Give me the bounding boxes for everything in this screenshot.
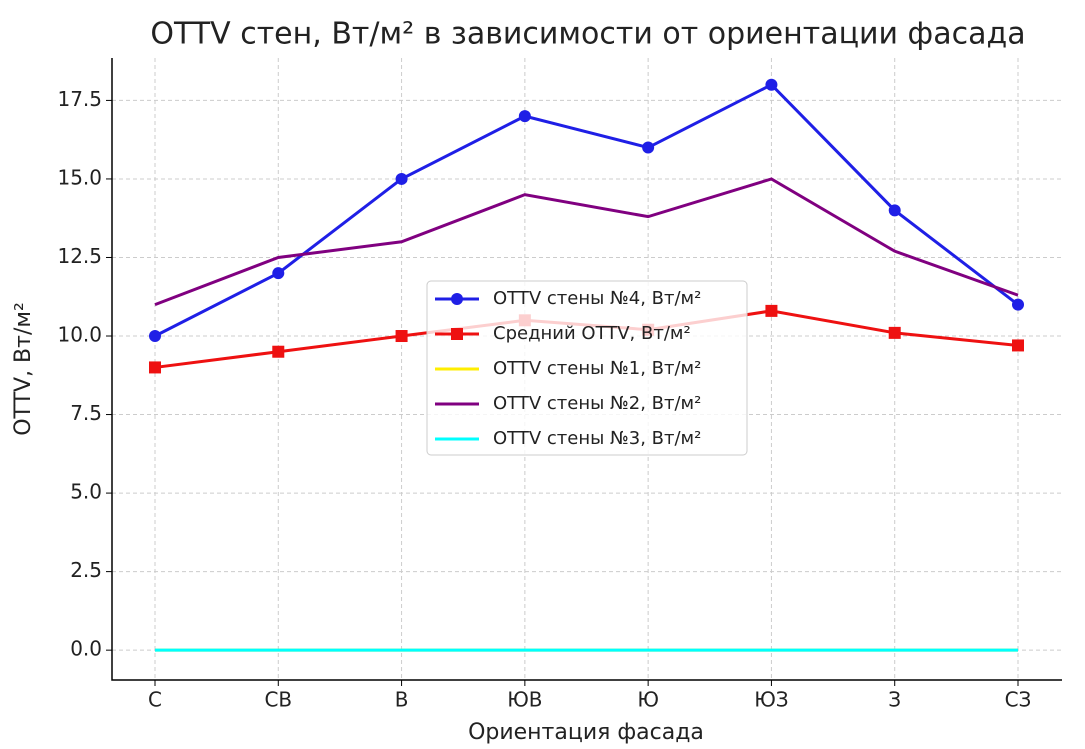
legend-label: OTTV стены №3, Вт/м² — [493, 428, 701, 449]
y-tick-label: 5.0 — [70, 480, 102, 504]
marker — [149, 330, 161, 343]
marker — [765, 78, 778, 91]
marker — [888, 326, 901, 339]
marker — [642, 141, 655, 154]
marker — [272, 345, 285, 358]
legend-marker — [451, 293, 463, 305]
x-tick-label: СЗ — [1005, 688, 1032, 712]
marker — [888, 204, 901, 217]
x-tick-label: Ю — [637, 688, 659, 712]
x-axis-label: Ориентация фасада — [468, 720, 704, 745]
legend-label: OTTV стены №2, Вт/м² — [493, 393, 701, 414]
legend-label: OTTV стены №1, Вт/м² — [493, 358, 701, 379]
x-tick-label: СВ — [264, 688, 292, 712]
marker — [395, 330, 408, 343]
x-tick-label: В — [395, 688, 409, 712]
y-tick-label: 7.5 — [70, 401, 102, 425]
y-tick-label: 10.0 — [57, 323, 102, 347]
x-tick-label: ЮЗ — [754, 688, 788, 712]
y-tick-label: 17.5 — [57, 87, 102, 111]
axes — [111, 58, 1062, 681]
marker — [272, 267, 285, 280]
legend-label: Средний OTTV, Вт/м² — [493, 323, 691, 344]
marker — [1012, 298, 1024, 311]
legend-marker — [451, 328, 463, 340]
y-tick-label: 12.5 — [57, 244, 102, 268]
marker — [149, 361, 161, 374]
y-tick-label: 15.0 — [57, 165, 102, 189]
y-axis-label: OTTV, Вт/м² — [11, 302, 36, 436]
chart-title: OTTV стен, Вт/м² в зависимости от ориент… — [150, 17, 1025, 52]
marker — [518, 110, 531, 123]
x-tick-label: З — [888, 688, 901, 712]
marker — [765, 304, 778, 317]
series-line — [154, 177, 1019, 307]
y-tick-label: 2.5 — [70, 558, 102, 582]
x-tick-label: ЮВ — [507, 688, 542, 712]
marker — [395, 172, 408, 185]
marker — [1012, 339, 1024, 352]
x-tick-label: С — [148, 688, 162, 712]
series-line — [154, 82, 1019, 338]
legend-box — [426, 280, 748, 456]
legend-label: OTTV стены №4, Вт/м² — [493, 288, 701, 309]
y-tick-label: 0.0 — [70, 637, 102, 661]
